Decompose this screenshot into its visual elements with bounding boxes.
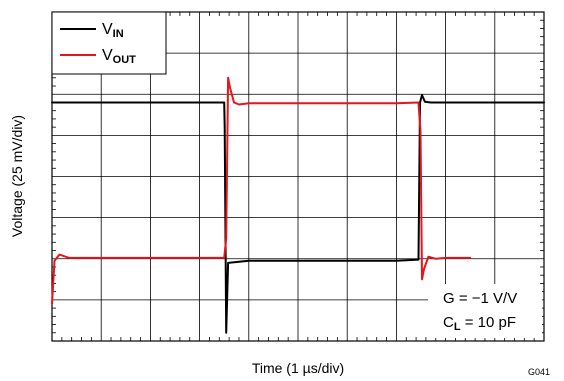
x-axis-label: Time (1 µs/div): [252, 360, 344, 376]
legend-label-vin: VIN: [102, 21, 124, 40]
y-axis-label: Voltage (25 mV/div): [9, 115, 25, 237]
series-layer: [51, 76, 545, 334]
grid: [52, 12, 544, 341]
series-line-vout: [51, 76, 472, 305]
legend-label-vout: VOUT: [102, 47, 136, 66]
conditions-box: [428, 284, 542, 338]
gain-annotation: G = −1 V/V: [443, 290, 517, 307]
figure-id: G041: [528, 367, 550, 377]
legend: VIN VOUT: [51, 11, 167, 75]
series-line-vin: [51, 94, 545, 334]
load-capacitance-annotation: CL = 10 pF: [443, 314, 516, 333]
legend-box: [51, 11, 167, 75]
